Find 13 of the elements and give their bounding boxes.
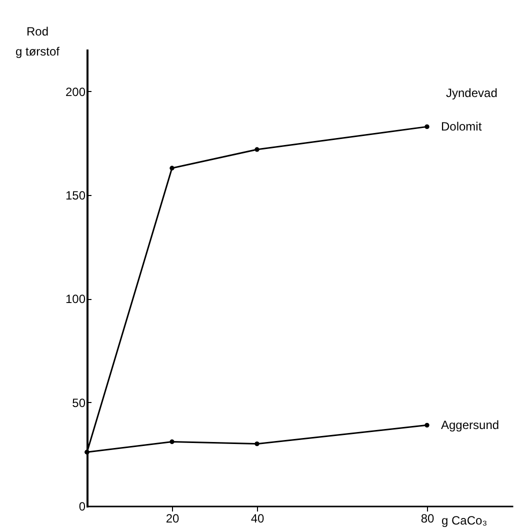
- y-tick-label: 200: [65, 84, 86, 99]
- y-tick-label: 0: [78, 500, 86, 514]
- y-tick-label: 50: [72, 396, 86, 410]
- series-label: Dolomit: [441, 120, 482, 134]
- x-tick-label: 80: [420, 512, 434, 526]
- series-label: Aggersund: [441, 418, 500, 432]
- annotation: Jyndevad: [446, 86, 498, 100]
- x-axis-title: g CaCo₃: [442, 514, 488, 528]
- x-tick-label: 40: [250, 512, 264, 526]
- y-tick-label: 150: [65, 188, 86, 203]
- y-axis-title: Rod g tørstof: [15, 24, 60, 58]
- y-tick-label: 100: [65, 292, 86, 306]
- x-tick-label: 20: [166, 512, 180, 526]
